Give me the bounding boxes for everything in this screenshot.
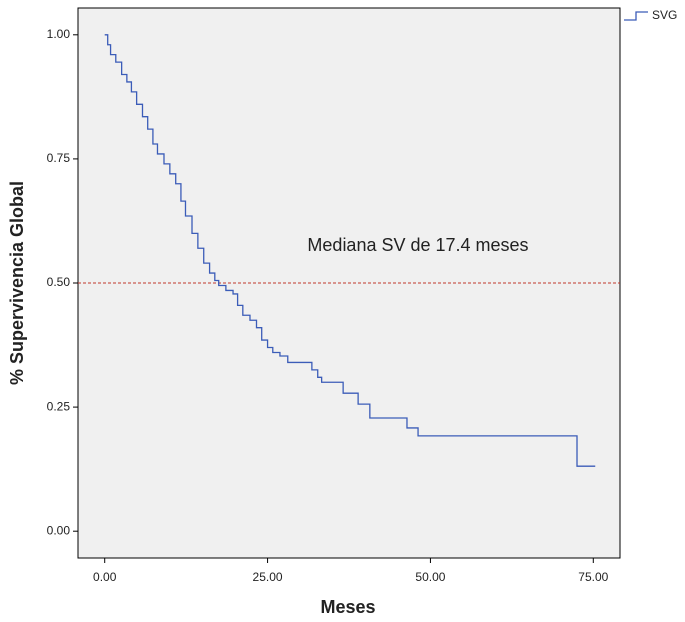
legend-label: SVG — [652, 8, 677, 22]
y-tick-label: 1.00 — [47, 27, 71, 41]
y-tick-label: 0.50 — [47, 275, 71, 289]
annotation: Mediana SV de 17.4 meses — [307, 235, 528, 255]
y-tick-label: 0.75 — [47, 151, 71, 165]
x-tick-label: 0.00 — [93, 570, 117, 584]
x-tick-label: 50.00 — [415, 570, 445, 584]
x-axis-label: Meses — [320, 597, 375, 617]
x-tick-label: 25.00 — [253, 570, 283, 584]
y-axis-label: % Supervivencia Global — [7, 181, 27, 385]
survival-curve — [104, 34, 596, 467]
x-tick-label: 75.00 — [578, 570, 608, 584]
y-tick-label: 0.25 — [47, 399, 71, 413]
y-tick-label: 0.00 — [47, 523, 71, 537]
legend-swatch — [624, 11, 648, 21]
